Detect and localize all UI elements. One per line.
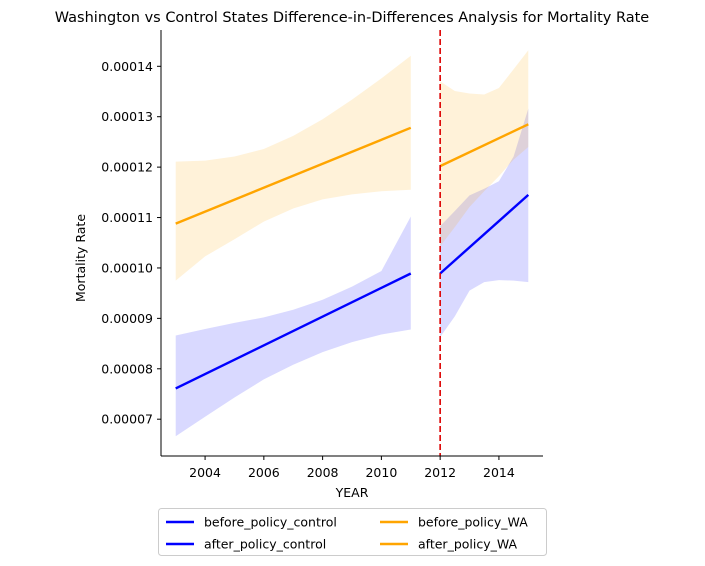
y-tick-label: 0.00011 (101, 210, 153, 225)
y-tick-label: 0.00010 (101, 260, 153, 275)
legend: before_policy_control after_policy_contro… (158, 508, 547, 556)
band-before_policy_control (175, 216, 411, 437)
line-before_policy_control (175, 272, 412, 390)
line-after_policy_control (439, 193, 530, 275)
legend-box (158, 508, 547, 556)
axes: 2004 2006 2008 2010 2012 2014 0.00007 0.00008 0.… (101, 30, 543, 480)
legend-label: before_policy_WA (418, 515, 528, 530)
x-tick-label: 2012 (424, 465, 456, 480)
x-tick-label: 2006 (248, 465, 280, 480)
y-tick-label: 0.00012 (101, 160, 153, 175)
line-after_policy_WA (439, 123, 529, 168)
chart-title: Washington vs Control States Difference-… (55, 10, 650, 26)
x-tick-label: 2004 (189, 465, 221, 480)
band-after_policy_control (440, 108, 529, 337)
confidence-bands (175, 50, 529, 437)
legend-label: before_policy_control (204, 515, 337, 530)
y-tick-label: 0.00007 (101, 412, 153, 427)
regression-lines (175, 123, 530, 390)
legend-label: after_policy_control (204, 537, 326, 552)
x-tick-label: 2014 (483, 465, 515, 480)
y-tick-label: 0.00009 (101, 311, 153, 326)
x-tick-label: 2008 (307, 465, 339, 480)
band-before_policy_WA (175, 55, 411, 281)
x-axis-label: YEAR (335, 485, 369, 500)
band-after_policy_WA (440, 50, 529, 247)
x-tick-label: 2010 (365, 465, 397, 480)
y-tick-label: 0.00013 (101, 109, 153, 124)
line-before_policy_WA (175, 126, 412, 225)
y-tick-label: 0.00014 (101, 59, 153, 74)
y-axis-label: Mortality Rate (73, 214, 88, 302)
y-tick-label: 0.00008 (101, 361, 153, 376)
legend-label: after_policy_WA (418, 537, 518, 552)
